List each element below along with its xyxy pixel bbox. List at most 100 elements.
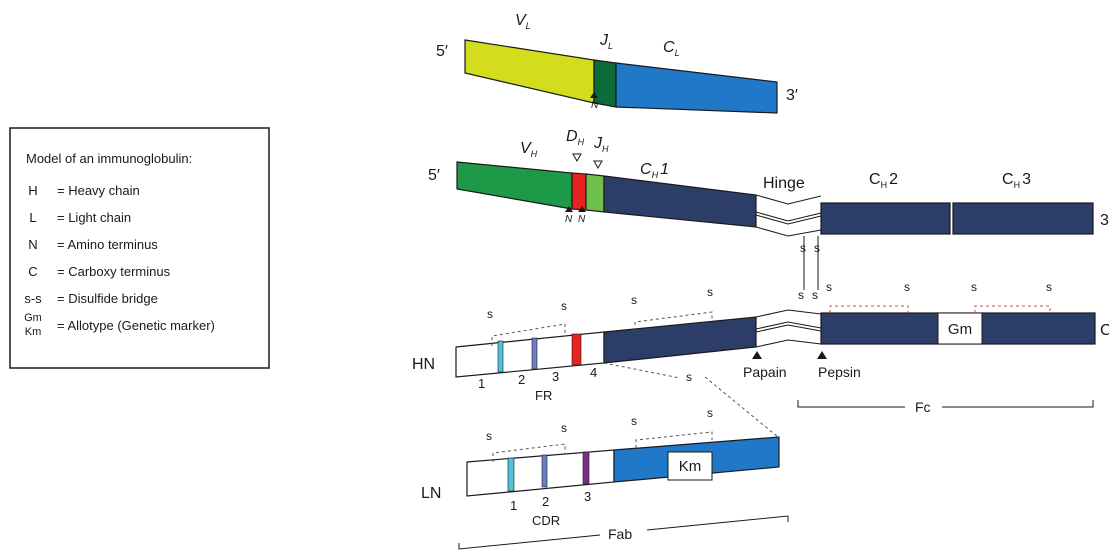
zoom-connector: s [603, 362, 779, 438]
fr-num-1: 1 [478, 376, 485, 391]
ln-label: LN [421, 485, 441, 502]
zoom-s: s [686, 370, 692, 384]
cl-segment [615, 62, 778, 114]
ln-variable-region [466, 449, 615, 497]
cdr-label: CDR [532, 513, 560, 528]
heavy-gene-3prime: 3 [1100, 212, 1109, 229]
fab-bracket-left [458, 534, 601, 550]
fab-bracket-right [646, 515, 789, 531]
heavy-n-arrow-2 [578, 206, 586, 212]
legend-title: Model of an immunoglobulin: [26, 151, 192, 166]
light-n-label: N [591, 100, 599, 111]
hn-c-terminus: C [1100, 322, 1109, 339]
hn-bridge-ch3 [974, 305, 1051, 313]
light-n-arrow [590, 92, 598, 98]
papain-arrow [752, 351, 762, 359]
pepsin-label: Pepsin [818, 364, 861, 380]
hn-hinge-upper [755, 309, 822, 318]
ln-cdr2-stripe [541, 454, 548, 488]
ln-cdr1-stripe [507, 457, 515, 492]
hn-bridge-const-1 [634, 311, 713, 331]
hn-s-8: s [1046, 280, 1052, 294]
hn-s-3: s [631, 293, 637, 307]
gm-box [937, 312, 983, 345]
ln-bridge-var [492, 443, 566, 462]
bridge-s-1: s [800, 241, 806, 255]
fr-label: FR [535, 388, 552, 403]
hn-s-4: s [707, 285, 713, 299]
legend-desc-l: = Light chain [57, 210, 131, 225]
hn-fr3-stripe [571, 333, 582, 366]
ch3-segment [952, 202, 1094, 235]
hinge-label: Hinge [763, 175, 805, 192]
legend-sym-gm: Gm [24, 312, 42, 324]
legend-desc-c: = Carboxy terminus [57, 264, 171, 279]
hn-bridge-ch2 [829, 305, 909, 313]
light-chain-protein: Km LN s s s s 1 2 3 CDR Fab [421, 406, 789, 550]
legend-sym-h: H [28, 183, 37, 198]
legend-sym-l: L [29, 210, 36, 225]
hinge-mid [755, 214, 822, 225]
fc-bracket-right [942, 400, 1094, 408]
inter-heavy-bridges: s s s s [798, 236, 820, 302]
ln-s-4: s [707, 406, 713, 420]
hn-hinge-mid2 [755, 324, 822, 333]
hn-s-6: s [904, 280, 910, 294]
papain-label: Papain [743, 364, 787, 380]
jl-label: JL [599, 32, 613, 51]
hn-hinge-lower [755, 339, 822, 348]
hn-fr2-stripe [531, 337, 538, 370]
heavy-n-arrow-1 [565, 206, 573, 212]
bridge-s-4: s [812, 288, 818, 302]
hinge-top-upper [755, 194, 822, 205]
legend-sym-c: C [28, 264, 37, 279]
dh-label: DH [566, 128, 585, 147]
vl-label: VL [515, 12, 531, 31]
jh-segment [585, 173, 605, 213]
cdr-num-2: 2 [542, 494, 549, 509]
vh-segment [456, 161, 573, 210]
ln-cdr3-stripe [582, 451, 590, 485]
legend-box [9, 127, 270, 369]
vl-segment [464, 39, 595, 104]
light-gene-3prime: 3′ [786, 87, 798, 104]
fr-num-3: 3 [552, 369, 559, 384]
hn-label: HN [412, 356, 435, 373]
hn-fr1-stripe [497, 340, 504, 373]
fr-num-4: 4 [590, 365, 597, 380]
legend-desc-ss: = Disulfide bridge [57, 291, 158, 306]
hn-s-1: s [487, 307, 493, 321]
jh-marker [593, 160, 603, 170]
legend-desc-h: = Heavy chain [57, 183, 140, 198]
km-box [667, 451, 713, 481]
fr-num-2: 2 [518, 372, 525, 387]
hn-s-7: s [971, 280, 977, 294]
ch1-label: CH 1 [640, 161, 669, 180]
vh-label: VH [520, 140, 538, 159]
km-label: Km [679, 458, 702, 475]
ch2-label: CH 2 [869, 171, 898, 190]
legend-desc-allotype: = Allotype (Genetic marker) [57, 318, 215, 333]
hn-hinge-mid [755, 321, 822, 330]
heavy-n-label-1: N [565, 214, 573, 225]
legend-sym-ss: s-s [24, 291, 42, 306]
cdr-num-3: 3 [584, 489, 591, 504]
hinge-top-lower [755, 211, 822, 222]
legend: Model of an immunoglobulin: H = Heavy ch… [9, 127, 270, 369]
ln-s-1: s [486, 429, 492, 443]
hn-s-5: s [826, 280, 832, 294]
fab-label: Fab [608, 526, 632, 542]
dh-marker [572, 153, 582, 163]
pepsin-arrow [817, 351, 827, 359]
heavy-gene-5prime: 5′ [428, 167, 440, 184]
zoom-line-right [704, 376, 779, 438]
heavy-chain-gene: 5′ 3 VH DH JH CH 1 Hinge CH 2 CH 3 N N [428, 128, 1109, 237]
light-chain-gene: 5′ 3′ VL JL CL N [436, 12, 798, 114]
fc-label: Fc [915, 399, 931, 415]
cl-label: CL [663, 39, 680, 58]
zoom-line-left [603, 362, 681, 379]
light-gene-5prime: 5′ [436, 43, 448, 60]
legend-sym-km: Km [25, 326, 42, 338]
legend-sym-n: N [28, 237, 37, 252]
